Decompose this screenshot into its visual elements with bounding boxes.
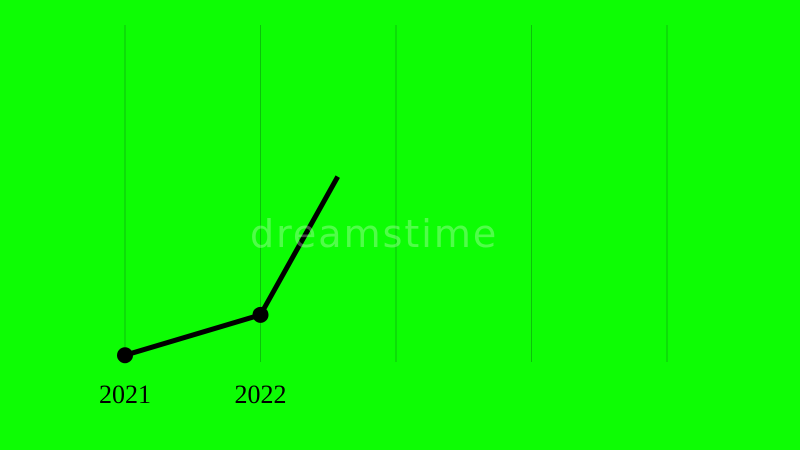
- watermark: dreamstime: [250, 212, 499, 256]
- data-point: [117, 347, 133, 364]
- series-line: [124, 175, 340, 358]
- data-point: [252, 306, 269, 323]
- x-tick-label: 2021: [99, 380, 151, 409]
- x-tick-label: 2022: [235, 380, 287, 409]
